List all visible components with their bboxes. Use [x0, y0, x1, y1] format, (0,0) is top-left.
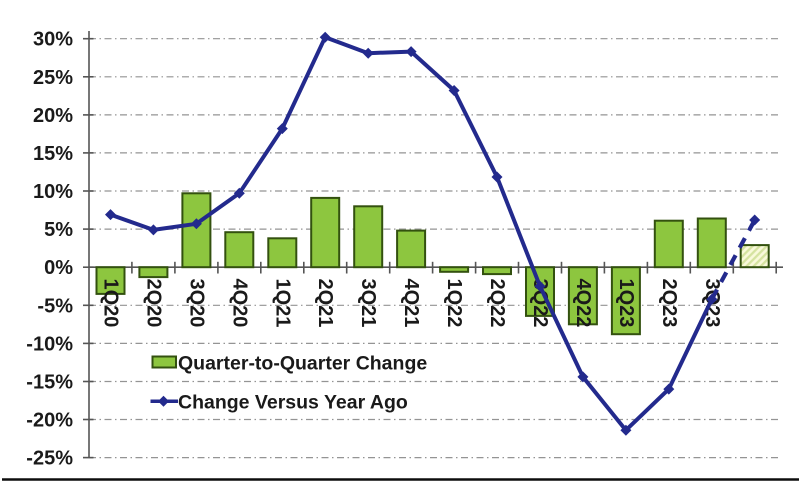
svg-text:1Q20: 1Q20 [100, 279, 122, 328]
svg-text:Quarter-to-Quarter Change: Quarter-to-Quarter Change [178, 352, 427, 374]
svg-text:-15%: -15% [26, 372, 73, 394]
svg-text:2Q21: 2Q21 [314, 279, 336, 328]
svg-text:2Q23: 2Q23 [658, 279, 680, 328]
svg-text:10%: 10% [33, 181, 73, 203]
svg-text:Change Versus Year Ago: Change Versus Year Ago [178, 391, 408, 413]
svg-text:4Q20: 4Q20 [228, 279, 250, 328]
svg-text:-5%: -5% [37, 295, 73, 317]
svg-text:5%: 5% [44, 219, 73, 241]
svg-text:25%: 25% [33, 67, 73, 89]
svg-text:30%: 30% [33, 29, 73, 51]
svg-text:3Q20: 3Q20 [185, 279, 207, 328]
svg-text:2Q20: 2Q20 [142, 279, 164, 328]
svg-text:1Q23: 1Q23 [615, 279, 637, 328]
svg-text:-25%: -25% [26, 448, 73, 470]
svg-text:20%: 20% [33, 105, 73, 127]
svg-text:3Q22: 3Q22 [529, 279, 551, 328]
svg-text:0%: 0% [44, 257, 73, 279]
svg-text:2Q22: 2Q22 [486, 279, 508, 328]
svg-text:15%: 15% [33, 143, 73, 165]
svg-text:4Q22: 4Q22 [572, 279, 594, 328]
svg-text:3Q21: 3Q21 [357, 279, 379, 328]
svg-text:-20%: -20% [26, 410, 73, 432]
svg-text:-10%: -10% [26, 333, 73, 355]
svg-text:4Q21: 4Q21 [400, 279, 422, 328]
svg-text:1Q21: 1Q21 [271, 279, 293, 328]
svg-text:1Q22: 1Q22 [443, 279, 465, 328]
